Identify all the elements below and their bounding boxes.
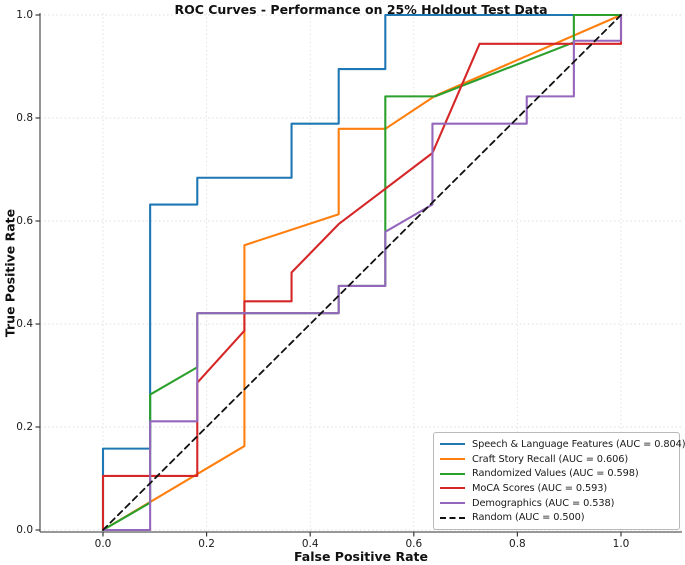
legend-row: MoCA Scores (AUC = 0.593) bbox=[440, 481, 673, 496]
y-tick-label: 0.0 bbox=[16, 524, 33, 536]
x-axis-label: False Positive Rate bbox=[293, 549, 429, 564]
legend-line-swatch bbox=[440, 516, 465, 519]
legend-label: Demographics (AUC = 0.538) bbox=[472, 497, 615, 509]
x-tick-label: 0.4 bbox=[301, 538, 319, 550]
y-tick-label: 0.8 bbox=[16, 112, 33, 124]
legend-row: Demographics (AUC = 0.538) bbox=[440, 496, 673, 511]
legend-label: Randomized Values (AUC = 0.598) bbox=[472, 468, 639, 480]
x-tick-label: 1.0 bbox=[612, 538, 630, 550]
legend-row: Craft Story Recall (AUC = 0.606) bbox=[440, 452, 673, 467]
legend-label: Craft Story Recall (AUC = 0.606) bbox=[472, 453, 629, 465]
legend-label: MoCA Scores (AUC = 0.593) bbox=[472, 482, 608, 494]
roc-curve-craft-story-recall bbox=[101, 13, 623, 532]
x-tick-label: 0.2 bbox=[198, 538, 215, 550]
legend-line-swatch bbox=[440, 487, 465, 490]
chart-title: ROC Curves - Performance on 25% Holdout … bbox=[174, 2, 548, 17]
y-tick-label: 0.4 bbox=[16, 318, 33, 330]
legend-line-swatch bbox=[440, 443, 465, 446]
legend-row: Randomized Values (AUC = 0.598) bbox=[440, 466, 673, 481]
x-tick-label: 0.0 bbox=[94, 538, 112, 550]
y-tick-label: 0.2 bbox=[16, 421, 33, 433]
roc-curve-random-baseline bbox=[102, 14, 622, 531]
legend-label: Random (AUC = 0.500) bbox=[472, 512, 585, 524]
x-tick-label: 0.6 bbox=[405, 538, 423, 550]
legend-label: Speech & Language Features (AUC = 0.804) bbox=[472, 438, 685, 450]
legend-row: Random (AUC = 0.500) bbox=[440, 510, 673, 525]
roc-curve-demographics bbox=[101, 13, 623, 532]
roc-curve-moca-scores bbox=[101, 13, 623, 532]
legend: Speech & Language Features (AUC = 0.804)… bbox=[433, 432, 685, 530]
legend-row: Speech & Language Features (AUC = 0.804) bbox=[440, 437, 685, 452]
y-tick-label: 0.6 bbox=[16, 215, 33, 227]
x-tick-label: 0.8 bbox=[509, 538, 526, 550]
legend-line-swatch bbox=[440, 472, 465, 475]
y-tick-label: 1.0 bbox=[16, 9, 33, 21]
legend-line-swatch bbox=[440, 458, 465, 460]
legend-line-swatch bbox=[440, 502, 465, 505]
